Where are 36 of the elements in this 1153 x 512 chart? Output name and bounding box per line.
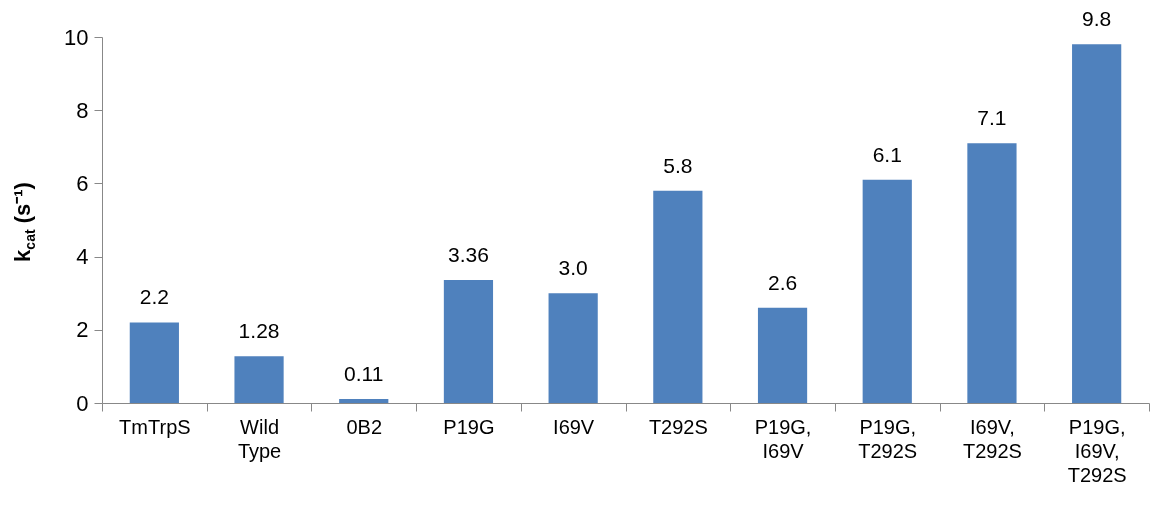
- bar: [1072, 44, 1122, 403]
- data-label: 5.8: [663, 153, 693, 177]
- data-label: 2.6: [767, 270, 798, 294]
- data-label: 6.1: [872, 142, 902, 166]
- data-label: 2.2: [139, 285, 169, 309]
- bar: [129, 322, 179, 403]
- x-tick-label: P19G, I69V, T292S: [1067, 415, 1127, 486]
- x-tick-label: P19G, T292S: [858, 415, 918, 462]
- x-tick-label: I69V: [553, 415, 595, 438]
- y-tick-label: 2: [76, 317, 89, 343]
- bar: [548, 293, 598, 403]
- x-tick-label: T292S: [648, 415, 708, 438]
- bar: [443, 280, 494, 403]
- data-label: 0.11: [344, 361, 384, 385]
- x-tick-label: TmTrpS: [119, 415, 191, 438]
- data-label: 3.0: [558, 256, 588, 280]
- bar: [967, 143, 1017, 403]
- x-tick-label: Wild Type: [237, 415, 282, 462]
- y-tick-label: 4: [76, 244, 89, 270]
- x-tick-label: I69V, T292S: [962, 415, 1022, 462]
- data-label: 3.36: [448, 243, 489, 267]
- y-tick-label: 0: [76, 390, 89, 416]
- bar: [757, 307, 808, 403]
- data-label: 7.1: [977, 106, 1007, 130]
- bar: [653, 190, 703, 403]
- x-tick-label: P19G: [443, 415, 495, 438]
- bar: [339, 398, 389, 403]
- x-tick-label: P19G, I69V: [754, 415, 812, 462]
- x-tick-label: 0B2: [346, 415, 383, 438]
- data-label: 1.28: [238, 319, 280, 343]
- data-label: 9.8: [1082, 7, 1112, 31]
- bar: [234, 356, 284, 403]
- y-tick-label: 6: [76, 170, 89, 196]
- bar: [862, 179, 912, 403]
- y-tick-label: 10: [64, 24, 89, 50]
- y-tick-label: 8: [76, 97, 89, 123]
